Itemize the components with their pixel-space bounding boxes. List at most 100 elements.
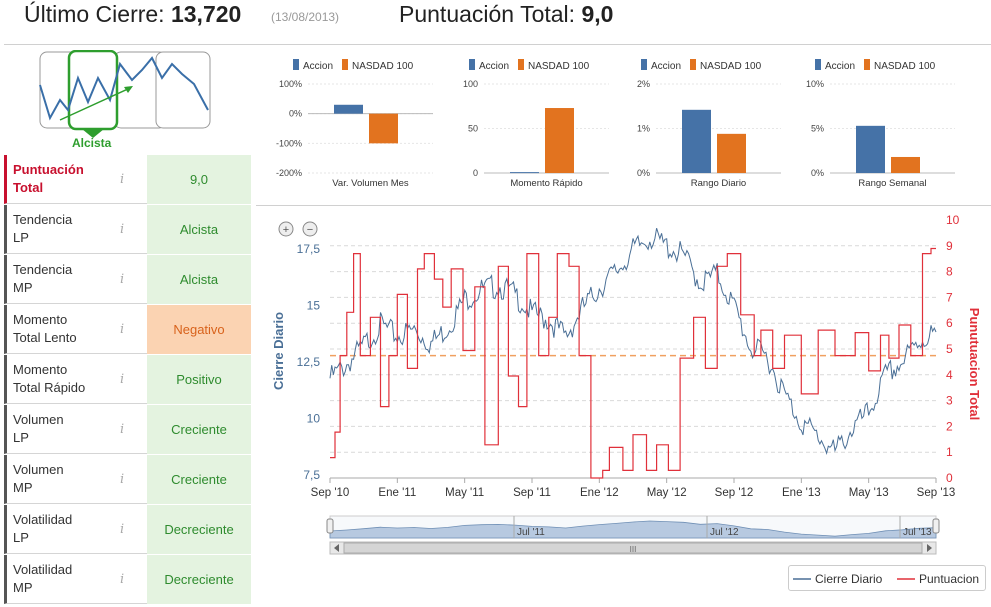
mini-y-tick: 100 xyxy=(463,79,478,89)
indicator-value: Alcista xyxy=(147,255,251,304)
total-score-value: 9,0 xyxy=(581,1,614,27)
legend-accion-label: Accion xyxy=(303,61,333,72)
legend-nasdaq-swatch xyxy=(342,59,348,70)
mini-chart-title: Rango Diario xyxy=(691,178,746,189)
legend-accion-swatch xyxy=(293,59,299,70)
mini-y-tick: 100% xyxy=(279,79,302,89)
y-left-tick: 17,5 xyxy=(297,242,321,256)
trend-sparkline xyxy=(39,56,209,121)
indicator-row-volatility-mp[interactable]: Volatilidad MP i Decreciente xyxy=(4,555,252,605)
mini-y-tick: -200% xyxy=(276,168,302,178)
legend-price-label[interactable]: Cierre Diario xyxy=(815,572,883,586)
x-tick-label: Sep '13 xyxy=(917,487,956,499)
indicator-name: Volumen LP xyxy=(4,405,147,454)
y-left-axis-title: Cierre Diario xyxy=(271,312,286,390)
bar-accion xyxy=(856,125,885,173)
mini-y-tick: 0% xyxy=(811,168,824,178)
trend-arrow-line xyxy=(59,87,131,121)
bar-accion xyxy=(682,109,711,173)
info-icon[interactable]: i xyxy=(120,322,125,337)
scroll-left-arrow xyxy=(334,544,339,552)
mini-chart-title: Rango Semanal xyxy=(858,178,926,189)
info-icon[interactable]: i xyxy=(120,572,125,587)
y-right-axis-title: Punutuacion Total xyxy=(967,308,982,420)
zoom-out-glyph: − xyxy=(307,224,313,236)
legend-nasdaq-swatch xyxy=(690,59,696,70)
y-right-tick: 1 xyxy=(946,445,953,459)
mini-chart-title: Momento Rápido xyxy=(510,178,582,189)
legend-score-label[interactable]: Puntuacion xyxy=(919,572,979,586)
zoom-in-glyph: + xyxy=(283,224,289,236)
indicator-row-volume-lp[interactable]: Volumen LP i Creciente xyxy=(4,405,252,455)
indicator-row-momentum-fast[interactable]: Momento Total Rápido i Positivo xyxy=(4,355,252,405)
indicator-name: Volumen MP xyxy=(4,455,147,504)
info-icon[interactable]: i xyxy=(120,222,125,237)
series-cierre-diario xyxy=(329,228,937,455)
indicator-value: Negativo xyxy=(147,305,251,354)
info-icon[interactable]: i xyxy=(120,422,125,437)
y-left-tick: 10 xyxy=(307,412,321,426)
mini-y-tick: -100% xyxy=(276,138,302,148)
legend-accion-swatch xyxy=(469,59,475,70)
bar-accion xyxy=(510,172,539,174)
y-right-tick: 9 xyxy=(946,239,953,253)
navigator-handle-left xyxy=(326,518,334,534)
info-icon[interactable]: i xyxy=(120,372,125,387)
info-icon[interactable]: i xyxy=(120,522,125,537)
trend-widget[interactable] xyxy=(38,50,212,150)
indicator-row-total-score[interactable]: Puntuación Total i 9,0 xyxy=(4,155,252,205)
zoom-in-icon xyxy=(278,221,294,237)
info-icon[interactable]: i xyxy=(120,172,125,187)
indicator-row-volatility-lp[interactable]: Volatilidad LP i Decreciente xyxy=(4,505,252,555)
header: Último Cierre: 13,720 (13/08/2013) Puntu… xyxy=(24,0,974,34)
indicator-row-momentum-slow[interactable]: Momento Total Lento i Negativo xyxy=(4,305,252,355)
x-tick-label: May '12 xyxy=(647,487,687,499)
y-right-tick: 8 xyxy=(946,265,953,279)
mini-y-tick: 2% xyxy=(637,79,650,89)
mini-y-tick: 50 xyxy=(468,124,478,134)
zoom-out-icon xyxy=(302,221,318,237)
y-right-tick: 10 xyxy=(946,213,960,227)
last-close-value: 13,720 xyxy=(170,1,242,27)
trend-selected-pointer xyxy=(82,129,104,138)
trend-label: Alcista xyxy=(72,136,112,150)
legend-nasdaq-label: NASDAD 100 xyxy=(528,61,590,72)
legend-nasdaq-label: NASDAD 100 xyxy=(700,61,762,72)
indicator-name: Volatilidad LP xyxy=(4,505,147,554)
indicator-value: Decreciente xyxy=(147,505,251,554)
bar-nasdaq xyxy=(891,156,920,173)
mini-chart-weekly-range: Accion NASDAD 100 10% 5% 0% Rango Semanal xyxy=(806,59,955,189)
legend-accion-label: Accion xyxy=(825,61,855,72)
mini-chart-daily-range: Accion NASDAD 100 2% 1% 0% Rango Diario xyxy=(637,59,781,189)
legend-accion-swatch xyxy=(641,59,647,70)
legend-nasdaq-swatch xyxy=(864,59,870,70)
mini-y-tick: 0 xyxy=(473,168,478,178)
legend-accion-label: Accion xyxy=(651,61,681,72)
scroll-right-arrow xyxy=(927,544,932,552)
info-icon[interactable]: i xyxy=(120,472,125,487)
x-tick-label: Ene '11 xyxy=(378,487,416,499)
indicator-name: Tendencia LP xyxy=(4,205,147,254)
mini-chart-momentum: Accion NASDAD 100 100 50 0 Momento Rápido xyxy=(463,59,609,189)
mini-chart-volume: Accion NASDAD 100 100% 0% -100% -200% Var. Vol… xyxy=(276,59,433,189)
chart-legend: Cierre Diario Puntuacion xyxy=(788,565,986,591)
indicator-name: Volatilidad MP xyxy=(4,555,147,604)
x-tick-label: Ene '12 xyxy=(580,487,619,499)
navigator-handle-right xyxy=(932,518,940,534)
bar-nasdaq xyxy=(369,113,398,144)
x-tick-label: Ene '13 xyxy=(782,487,821,499)
bar-accion xyxy=(334,104,363,114)
indicator-row-volume-mp[interactable]: Volumen MP i Creciente xyxy=(4,455,252,505)
bar-nasdaq xyxy=(717,133,746,173)
indicator-value: Creciente xyxy=(147,405,251,454)
indicator-row-trend-lp[interactable]: Tendencia LP i Alcista xyxy=(4,205,252,255)
legend-nasdaq-swatch xyxy=(518,59,524,70)
y-right-tick: 7 xyxy=(946,290,953,304)
info-icon[interactable]: i xyxy=(120,272,125,287)
x-tick-label: May '11 xyxy=(445,487,484,499)
indicator-row-trend-mp[interactable]: Tendencia MP i Alcista xyxy=(4,255,252,305)
scrollbar-grip: III xyxy=(630,545,637,554)
indicator-value: Positivo xyxy=(147,355,251,404)
trend-arrow-head xyxy=(124,86,133,93)
